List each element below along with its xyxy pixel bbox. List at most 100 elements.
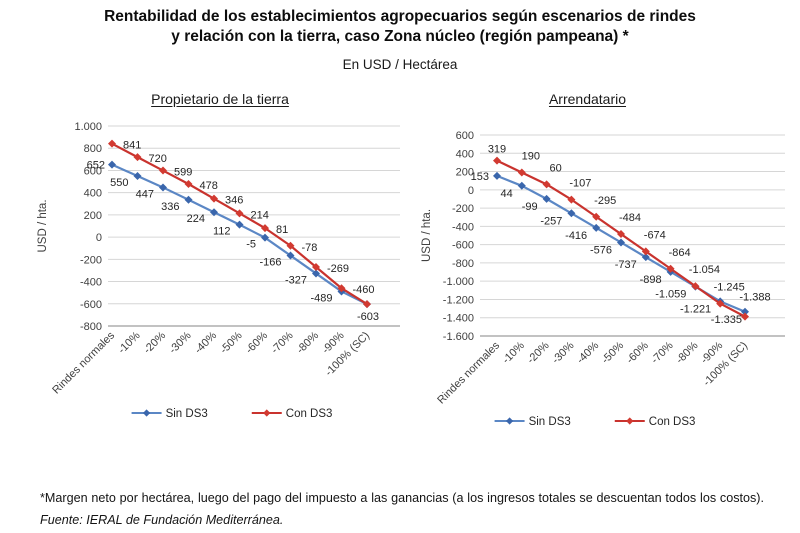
data-label-sin_ds3: -1.335	[711, 314, 742, 326]
y-tick-label: -1.600	[443, 331, 474, 343]
data-label-sin_ds3: 652	[87, 160, 105, 172]
data-label-sin_ds3: -257	[540, 215, 562, 227]
data-label-con_ds3: 720	[149, 153, 167, 165]
y-tick-label: 1.000	[74, 121, 102, 133]
data-point-marker-con_ds3	[133, 153, 142, 162]
data-point-marker-con_ds3	[617, 230, 625, 239]
x-category-label: -10%	[116, 329, 143, 356]
legend-label-sin_ds3: Sin DS3	[166, 408, 208, 420]
legend-marker-sin_ds3	[505, 417, 514, 425]
x-category-label: -30%	[167, 329, 194, 356]
data-label-sin_ds3: -5	[246, 239, 256, 251]
x-category-label: -70%	[269, 329, 296, 356]
chart-propietario: 1.000 800 600 400 200 0 -200 -400 -600 -800Rindes…	[37, 121, 400, 420]
x-category-label: -60%	[624, 339, 651, 366]
x-category-label: -80%	[674, 339, 701, 366]
data-point-marker-con_ds3	[691, 282, 700, 291]
data-label-sin_ds3: 44	[501, 188, 513, 200]
data-point-marker-con_ds3	[641, 247, 650, 256]
data-label-sin_ds3: -489	[310, 292, 332, 304]
y-tick-label: -800	[80, 321, 102, 333]
x-category-label: -50%	[599, 339, 626, 366]
data-point-marker-con_ds3	[363, 300, 371, 309]
data-point-marker-sin_ds3	[617, 238, 625, 247]
legend: Sin DS3 Con DS3	[494, 416, 695, 428]
y-tick-label: 200	[456, 167, 474, 179]
chart-title-arrendatario: Arrendatario	[415, 91, 760, 107]
data-point-marker-sin_ds3	[567, 209, 576, 218]
data-label-sin_ds3: 550	[110, 177, 128, 189]
y-tick-label: -800	[452, 258, 474, 270]
data-point-marker-sin_ds3	[184, 195, 193, 204]
data-point-marker-sin_ds3	[108, 160, 116, 169]
main-title-line1: Rentabilidad de los establecimientos agr…	[104, 8, 696, 25]
chart-title-propietario: Propietario de la tierra	[30, 91, 410, 107]
data-point-marker-sin_ds3	[312, 269, 320, 278]
data-label-con_ds3: 346	[225, 195, 243, 207]
data-point-marker-con_ds3	[517, 168, 526, 177]
legend-marker-con_ds3	[263, 409, 271, 417]
x-category-label: -20%	[141, 329, 168, 356]
data-label-con_ds3: -484	[619, 212, 641, 224]
data-label-sin_ds3: 153	[471, 171, 489, 183]
legend-marker-sin_ds3	[142, 409, 151, 417]
data-label-sin_ds3: 447	[136, 188, 154, 200]
data-label-con_ds3: 81	[276, 224, 288, 236]
main-title: Rentabilidad de los establecimientos agr…	[0, 7, 800, 47]
data-point-marker-sin_ds3	[159, 183, 167, 192]
data-label-sin_ds3: -327	[285, 274, 307, 286]
data-point-marker-con_ds3	[210, 194, 218, 203]
footnote-source: Fuente: IERAL de Fundación Mediterránea.	[40, 513, 284, 527]
data-label-con_ds3: -269	[327, 263, 349, 275]
y-tick-label: 800	[84, 143, 102, 155]
data-label-con_ds3: 190	[522, 150, 540, 162]
data-label-con_ds3: 60	[549, 162, 561, 174]
data-label-con_ds3: -1.245	[714, 282, 745, 294]
y-tick-label: -1.000	[443, 276, 474, 288]
x-category-label: -50%	[218, 329, 245, 356]
data-label-con_ds3: -603	[357, 311, 379, 323]
data-point-marker-sin_ds3	[493, 171, 501, 180]
data-label-sin_ds3: -737	[615, 259, 637, 271]
x-category-label: -40%	[192, 329, 219, 356]
chart-arrendatario: 600 400 200 0 -200 -400 -600 -800 -1.000 -1.200 -1…	[421, 130, 785, 428]
data-label-con_ds3: 214	[251, 209, 269, 221]
chart-units-subtitle: En USD / Hectárea	[342, 57, 458, 72]
data-point-marker-con_ds3	[159, 166, 167, 175]
data-label-con_ds3: -1.388	[739, 292, 770, 304]
data-point-marker-con_ds3	[592, 212, 601, 221]
data-point-marker-con_ds3	[716, 299, 725, 308]
y-tick-label: -600	[452, 240, 474, 252]
data-label-con_ds3: -674	[644, 229, 666, 241]
y-tick-label: -1.200	[443, 294, 474, 306]
data-label-sin_ds3: -166	[259, 257, 281, 269]
data-point-marker-con_ds3	[666, 264, 675, 273]
data-label-sin_ds3: 336	[161, 201, 179, 213]
x-category-label: Rindes normales	[50, 329, 117, 396]
x-category-label: -20%	[525, 339, 552, 366]
data-point-marker-sin_ds3	[261, 233, 269, 242]
legend: Sin DS3 Con DS3	[131, 408, 332, 420]
data-point-marker-sin_ds3	[235, 220, 244, 229]
data-point-marker-con_ds3	[286, 241, 295, 250]
x-category-label: -60%	[243, 329, 270, 356]
data-point-marker-con_ds3	[261, 224, 269, 233]
data-point-marker-con_ds3	[567, 195, 576, 204]
x-category-label: -70%	[649, 339, 676, 366]
y-tick-label: 600	[84, 165, 102, 177]
x-category-label: -30%	[550, 339, 577, 366]
chart-title-propietario-text: Propietario de la tierra	[151, 91, 289, 107]
data-label-con_ds3: 319	[488, 144, 506, 156]
data-label-sin_ds3: -416	[565, 230, 587, 242]
data-label-sin_ds3: -576	[590, 244, 612, 256]
data-point-marker-sin_ds3	[210, 208, 218, 217]
data-point-marker-sin_ds3	[641, 253, 650, 262]
data-point-marker-con_ds3	[235, 209, 244, 218]
data-point-marker-sin_ds3	[542, 194, 551, 203]
y-tick-label: 200	[84, 210, 102, 222]
y-tick-label: -1.400	[443, 313, 474, 325]
data-label-con_ds3: 841	[123, 140, 141, 152]
series-line-sin_ds3	[111, 163, 368, 306]
data-label-sin_ds3: -898	[640, 274, 662, 286]
